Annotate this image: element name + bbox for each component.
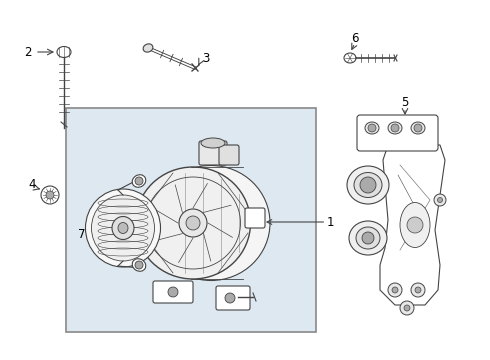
Circle shape bbox=[400, 301, 414, 315]
Text: 6: 6 bbox=[351, 31, 359, 45]
Text: 5: 5 bbox=[401, 96, 409, 109]
Circle shape bbox=[404, 305, 410, 311]
Ellipse shape bbox=[344, 53, 356, 63]
Ellipse shape bbox=[347, 166, 389, 204]
Circle shape bbox=[388, 283, 402, 297]
Circle shape bbox=[135, 177, 143, 185]
Ellipse shape bbox=[411, 122, 425, 134]
Ellipse shape bbox=[152, 166, 270, 280]
Ellipse shape bbox=[85, 189, 161, 267]
Circle shape bbox=[135, 261, 143, 269]
Circle shape bbox=[414, 124, 422, 132]
Ellipse shape bbox=[92, 195, 154, 261]
Ellipse shape bbox=[356, 227, 380, 249]
Circle shape bbox=[434, 194, 446, 206]
FancyBboxPatch shape bbox=[153, 281, 193, 303]
Ellipse shape bbox=[400, 202, 430, 248]
Ellipse shape bbox=[132, 259, 146, 271]
Text: 4: 4 bbox=[28, 179, 36, 192]
Circle shape bbox=[438, 198, 442, 202]
Ellipse shape bbox=[143, 44, 153, 52]
Circle shape bbox=[168, 287, 178, 297]
FancyBboxPatch shape bbox=[219, 145, 239, 165]
Text: 3: 3 bbox=[202, 51, 209, 64]
Text: 1: 1 bbox=[267, 216, 334, 229]
Ellipse shape bbox=[118, 222, 128, 234]
Circle shape bbox=[186, 216, 200, 230]
Circle shape bbox=[225, 293, 235, 303]
Circle shape bbox=[179, 209, 207, 237]
Ellipse shape bbox=[349, 221, 387, 255]
Ellipse shape bbox=[132, 175, 146, 187]
Circle shape bbox=[41, 186, 59, 204]
Circle shape bbox=[368, 124, 376, 132]
Circle shape bbox=[360, 177, 376, 193]
Text: 7: 7 bbox=[78, 229, 86, 242]
Ellipse shape bbox=[57, 46, 71, 58]
FancyBboxPatch shape bbox=[357, 115, 438, 151]
Circle shape bbox=[362, 232, 374, 244]
Ellipse shape bbox=[365, 122, 379, 134]
Circle shape bbox=[46, 191, 54, 199]
Ellipse shape bbox=[112, 216, 134, 239]
Ellipse shape bbox=[201, 138, 225, 148]
Polygon shape bbox=[380, 145, 445, 305]
FancyBboxPatch shape bbox=[199, 141, 227, 165]
Circle shape bbox=[411, 283, 425, 297]
FancyBboxPatch shape bbox=[245, 208, 265, 228]
Ellipse shape bbox=[136, 167, 250, 279]
Bar bbox=[66, 108, 316, 332]
Circle shape bbox=[391, 124, 399, 132]
FancyBboxPatch shape bbox=[216, 286, 250, 310]
Text: 2: 2 bbox=[24, 45, 32, 58]
Ellipse shape bbox=[388, 122, 402, 134]
Ellipse shape bbox=[354, 172, 382, 198]
Circle shape bbox=[407, 217, 423, 233]
Circle shape bbox=[415, 287, 421, 293]
Circle shape bbox=[392, 287, 398, 293]
